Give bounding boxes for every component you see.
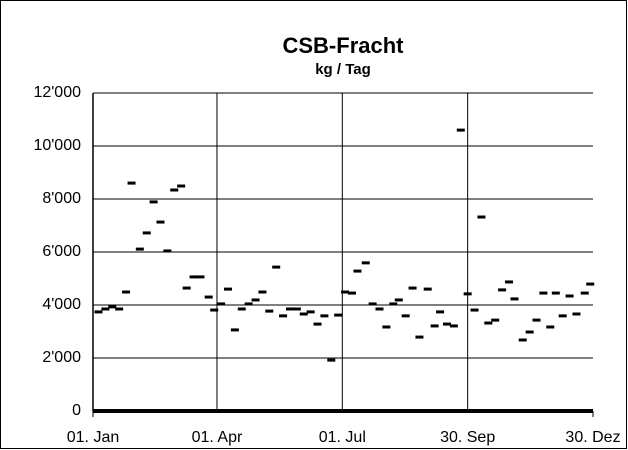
- point: [375, 307, 384, 311]
- point: [586, 282, 595, 286]
- point: [347, 291, 356, 295]
- x-tick-label: 30. Dez: [565, 429, 620, 446]
- point: [244, 302, 253, 306]
- point: [237, 307, 246, 311]
- y-tick-label: 0: [72, 402, 81, 419]
- point: [189, 275, 198, 279]
- point: [210, 308, 219, 312]
- point: [299, 312, 308, 316]
- point: [122, 290, 131, 294]
- point: [272, 265, 281, 269]
- point: [292, 307, 301, 311]
- chart-subtitle: kg / Tag: [315, 61, 371, 78]
- point: [361, 261, 370, 265]
- x-tick-label: 30. Sep: [440, 429, 495, 446]
- point: [285, 307, 294, 311]
- point: [320, 314, 329, 318]
- point: [470, 308, 479, 312]
- x-tick-label: 01. Jan: [67, 429, 119, 446]
- point: [558, 314, 567, 318]
- y-tick-label: 2'000: [42, 349, 81, 366]
- point: [518, 338, 527, 342]
- point: [463, 292, 472, 296]
- point: [306, 310, 315, 314]
- point: [401, 314, 410, 318]
- point: [449, 324, 458, 328]
- point: [115, 307, 124, 311]
- point: [251, 298, 260, 302]
- point: [491, 318, 500, 322]
- point: [279, 314, 288, 318]
- y-tick-label: 6'000: [42, 243, 81, 260]
- point: [353, 269, 362, 273]
- point: [108, 305, 117, 309]
- point: [149, 200, 158, 204]
- point: [408, 286, 417, 290]
- point: [430, 324, 439, 328]
- y-tick-label: 10'000: [33, 137, 81, 154]
- point: [525, 330, 534, 334]
- point: [484, 321, 493, 325]
- point: [546, 325, 555, 329]
- point: [223, 287, 232, 291]
- point: [504, 280, 513, 284]
- point: [204, 295, 213, 299]
- point: [415, 335, 424, 339]
- point: [258, 290, 267, 294]
- chart-title: CSB-Fracht: [282, 33, 404, 58]
- point: [313, 322, 322, 326]
- y-tick-label: 12'000: [33, 84, 81, 101]
- point: [394, 298, 403, 302]
- y-tick-label: 4'000: [42, 296, 81, 313]
- point: [127, 181, 136, 185]
- point: [442, 322, 451, 326]
- point: [163, 249, 172, 253]
- point: [389, 302, 398, 306]
- point: [510, 297, 519, 301]
- x-tick-label: 01. Apr: [192, 429, 243, 446]
- y-tick-label: 8'000: [42, 190, 81, 207]
- point: [532, 318, 541, 322]
- point: [135, 247, 144, 251]
- point: [177, 184, 186, 188]
- point: [368, 302, 377, 306]
- point: [477, 215, 486, 219]
- point: [182, 286, 191, 290]
- point: [101, 307, 110, 311]
- point: [230, 328, 239, 332]
- point: [94, 310, 103, 314]
- point: [572, 312, 581, 316]
- point: [327, 358, 336, 362]
- point: [196, 275, 205, 279]
- point: [156, 220, 165, 224]
- point: [565, 294, 574, 298]
- point: [334, 313, 343, 317]
- point: [423, 287, 432, 291]
- point: [498, 288, 507, 292]
- x-tick-label: 01. Jul: [319, 429, 366, 446]
- point: [170, 188, 179, 192]
- point: [341, 290, 350, 294]
- point: [382, 325, 391, 329]
- point: [551, 291, 560, 295]
- point: [436, 310, 445, 314]
- point: [456, 128, 465, 132]
- point: [217, 302, 226, 306]
- point: [142, 231, 151, 235]
- point: [539, 291, 548, 295]
- point: [580, 291, 589, 295]
- point: [265, 309, 274, 313]
